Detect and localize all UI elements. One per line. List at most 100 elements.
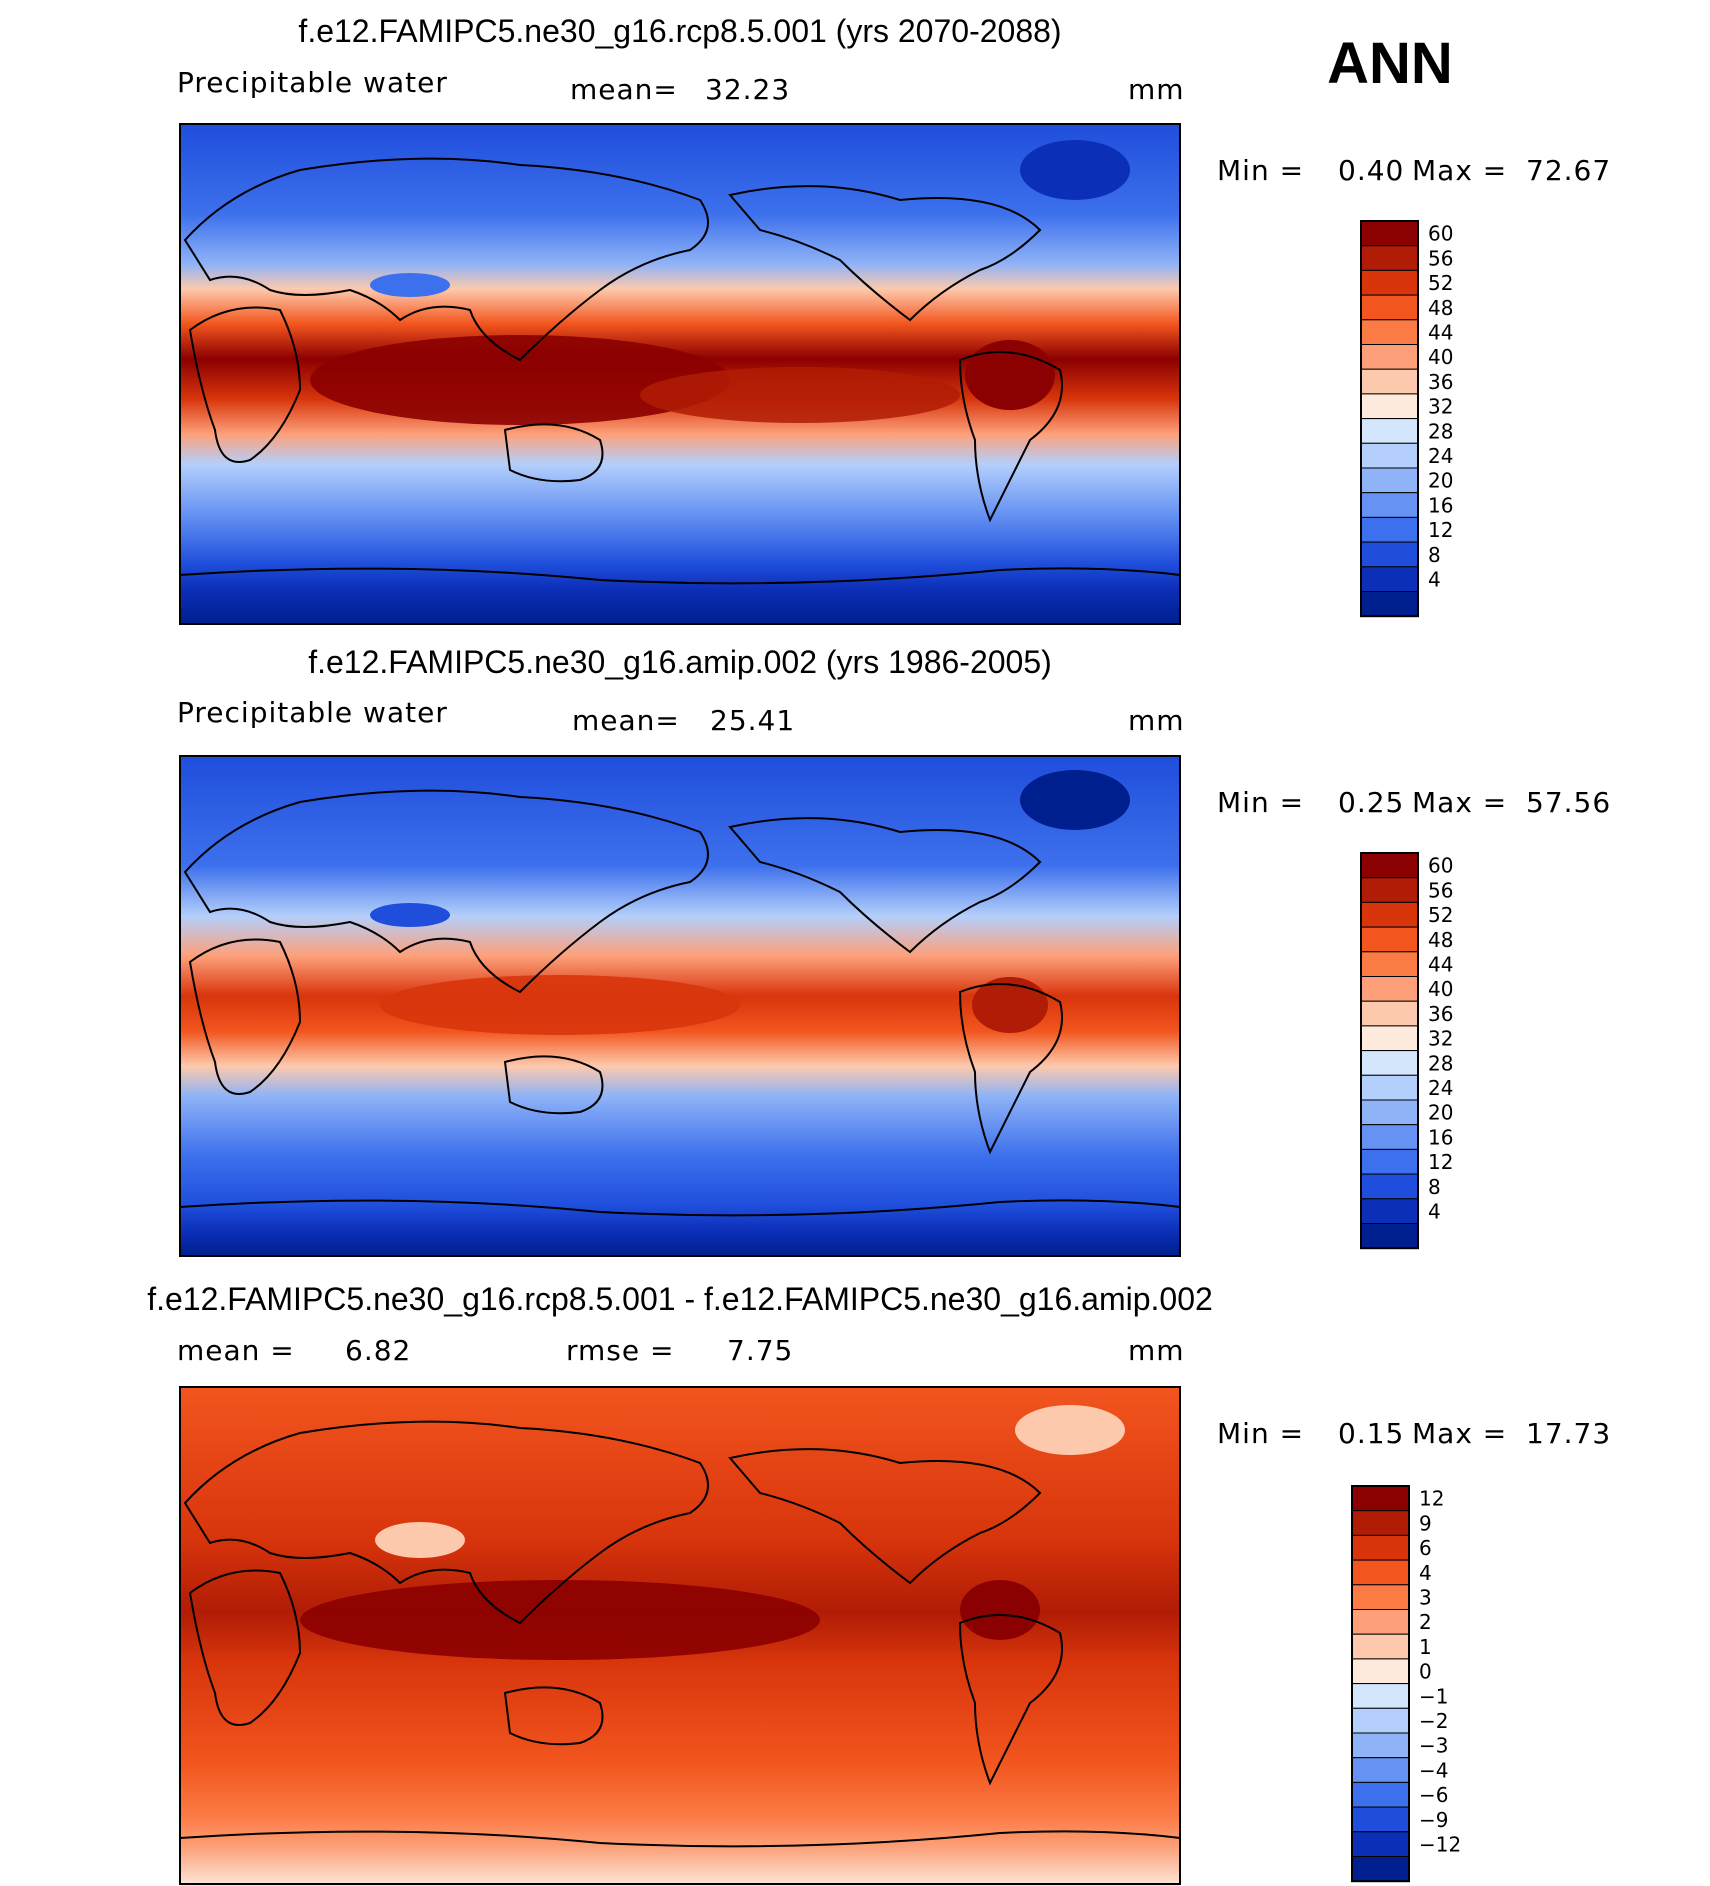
panel-1-pacific-band [640,367,960,423]
season-label: ANN [1327,31,1453,96]
panel-2-amazon-max [972,977,1048,1033]
panel-2-map-frame [179,755,1181,1257]
colorbar-box [1351,1707,1410,1734]
colorbar-box [1360,319,1419,345]
panel-3-map-frame [179,1386,1181,1885]
panel-2-map [179,755,1181,1257]
colorbar-tick-label: 52 [1428,903,1453,927]
panel-1-min-value: 0.40 [1338,154,1404,187]
colorbar-box [1351,1757,1410,1783]
colorbar-tick-label: 48 [1428,928,1453,952]
panel-1-variable: Precipitable water [177,66,448,99]
colorbar-box [1360,1148,1419,1175]
panel-1-min-label: Min = [1217,154,1304,187]
panel-3-greenland-min [1015,1405,1125,1455]
colorbar-tick-label: 40 [1428,977,1453,1001]
colorbar-box [1360,1223,1419,1249]
colorbar-box [1360,1099,1419,1126]
colorbar-box [1351,1683,1410,1709]
colorbar-box [1360,1050,1419,1076]
panel-3-amazon-max [960,1580,1040,1640]
panel-1-mean-value: 32.23 [705,73,790,106]
colorbar-box [1351,1559,1410,1586]
colorbar-box [1360,467,1419,494]
panel-2-min-value: 0.25 [1338,786,1404,819]
panel-3-mean-value: 6.82 [345,1334,411,1367]
panel-3-map [179,1386,1181,1886]
panel-1-warm-pool [310,335,730,425]
panel-3: f.e12.FAMIPC5.ne30_g16.rcp8.5.001 - f.e1… [147,1281,1611,1886]
colorbar-tick-label: 40 [1428,345,1453,369]
panel-2-coast-antarctica [179,1199,1181,1217]
panel-2: f.e12.FAMIPC5.ne30_g16.amip.002 (yrs 198… [177,644,1611,1257]
colorbar-tick-label: 44 [1428,953,1453,977]
colorbar-tick-label: 9 [1419,1511,1432,1535]
panel-3-min-label: Min = [1217,1417,1304,1450]
panel-2-max-value: 57.56 [1526,786,1611,819]
colorbar-box [1360,877,1419,903]
colorbar-box [1360,1025,1419,1052]
colorbar-box [1360,852,1419,879]
colorbar-frame [1351,1485,1410,1883]
colorbar-tick-label: 56 [1428,878,1453,902]
panel-2-title: f.e12.FAMIPC5.ne30_g16.amip.002 (yrs 198… [308,644,1052,680]
colorbar-box [1360,442,1419,469]
colorbar-box [1360,344,1419,370]
colorbar-tick-label: 16 [1428,493,1453,517]
colorbar-box [1360,591,1419,617]
colorbar-tick-label: 32 [1428,1027,1453,1051]
colorbar-box [1351,1658,1410,1685]
panel-2-coast-africa [188,938,302,1095]
panel-1-coast-africa [188,306,302,463]
colorbar-box [1360,294,1419,321]
panel-2-coast-north-america [728,817,1042,954]
colorbar-tick-label: 24 [1428,1076,1453,1100]
colorbar-tick-label: 12 [1428,1150,1453,1174]
panel-3-max-value: 17.73 [1526,1417,1611,1450]
colorbar-box [1360,393,1419,420]
colorbar-box [1351,1584,1410,1611]
panel-2-min-label: Min = [1217,786,1304,819]
panel-3-title: f.e12.FAMIPC5.ne30_g16.rcp8.5.001 - f.e1… [147,1281,1213,1317]
colorbar-box [1360,1000,1419,1027]
panel-1-max-label: Max = [1412,154,1507,187]
panel-3-min-value: 0.15 [1338,1417,1404,1450]
colorbar-tick-label: −3 [1419,1734,1448,1758]
colorbar-tick-label: 4 [1428,1200,1441,1224]
colorbar-box [1360,269,1419,296]
colorbar-box [1351,1781,1410,1808]
panel-3-coast-north-america [728,1448,1042,1585]
colorbar-tick-label: 36 [1428,370,1453,394]
panel-1-tibet-min [370,273,450,297]
colorbar-tick-label: 48 [1428,296,1453,320]
colorbar-tick-label: 3 [1419,1586,1432,1610]
panel-1-coast-north-america [728,185,1042,322]
colorbar-tick-label: −9 [1419,1808,1448,1832]
colorbar-tick-label: 8 [1428,543,1441,567]
colorbar-box [1351,1534,1410,1561]
colorbar-tick-label: −6 [1419,1783,1448,1807]
colorbar-box [1360,1198,1419,1225]
colorbar-box [1360,1074,1419,1101]
colorbar-box [1351,1856,1410,1882]
panel-3-rmse-value: 7.75 [727,1334,793,1367]
colorbar-tick-label: 16 [1428,1125,1453,1149]
colorbar-tick-label: 60 [1428,854,1453,878]
panel-1-title: f.e12.FAMIPC5.ne30_g16.rcp8.5.001 (yrs 2… [298,13,1061,49]
panel-3-tibet-min [375,1522,465,1558]
panel-1-coast-antarctica [179,567,1181,585]
colorbar-box [1351,1732,1410,1759]
colorbar-tick-label: 20 [1428,469,1453,493]
colorbar-box [1360,951,1419,977]
panel-2-variable: Precipitable water [177,696,448,729]
colorbar-tick-label: −12 [1419,1833,1461,1857]
colorbar-tick-label: 8 [1428,1175,1441,1199]
colorbar-tick-label: −2 [1419,1709,1448,1733]
colorbar-box [1360,368,1419,395]
panel-3-coast-africa [188,1569,302,1726]
panel-2-mean-label: mean= [572,704,680,737]
panel-2-tibet-min [370,903,450,927]
colorbar-tick-label: 1 [1419,1635,1432,1659]
colorbar-box [1351,1806,1410,1833]
